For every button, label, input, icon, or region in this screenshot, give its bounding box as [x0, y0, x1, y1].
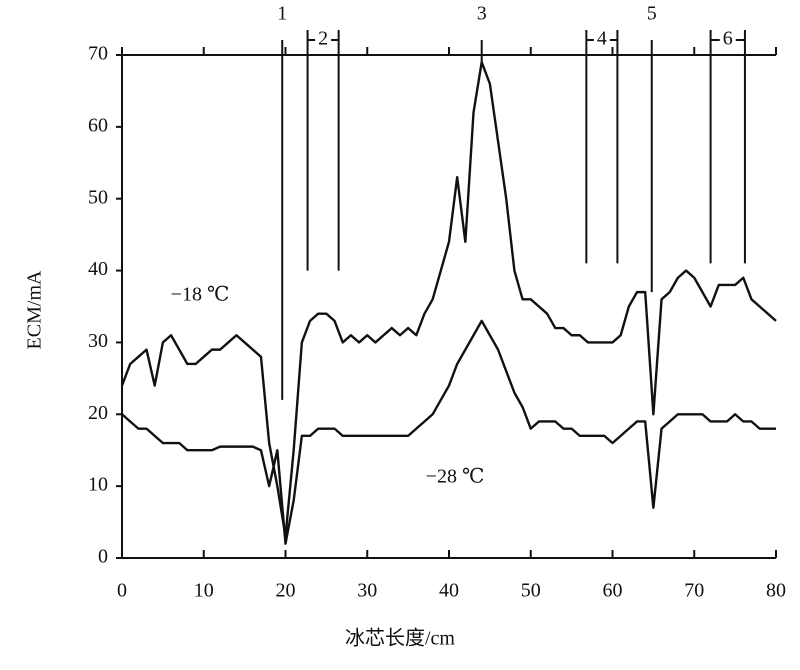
x-tick-label: 0 [117, 580, 127, 602]
y-tick-label: 50 [88, 186, 108, 208]
x-tick-label: 50 [521, 580, 541, 602]
marker-label: 1 [277, 3, 287, 25]
line-series [120, 60, 777, 538]
x-tick-label: 60 [603, 580, 623, 602]
y-tick-label: 40 [88, 258, 108, 280]
marker-label-bg [315, 27, 332, 51]
y-tick-label: 10 [88, 474, 108, 496]
marker-label-bg [719, 27, 736, 51]
series-label: −18 ℃ [171, 284, 230, 306]
y-tick-label: 0 [98, 546, 108, 568]
x-tick-label: 10 [194, 580, 214, 602]
x-tick-label: 80 [766, 580, 786, 602]
y-tick-label: 70 [88, 43, 108, 65]
marker-label: 5 [647, 3, 657, 25]
series-label: −28 ℃ [426, 466, 485, 488]
y-tick-label: 20 [88, 402, 108, 424]
line-series [121, 319, 776, 545]
marker-label: 6 [723, 28, 733, 50]
marker-label: 2 [318, 28, 328, 50]
x-tick-label: 20 [276, 580, 296, 602]
x-tick-label: 40 [439, 580, 459, 602]
marker-label-bg [593, 27, 610, 51]
x-axis-label: 冰芯长度/cm [345, 627, 455, 650]
marker-label: 4 [597, 28, 607, 50]
x-tick-label: 30 [357, 580, 377, 602]
y-tick-label: 30 [88, 330, 108, 352]
y-axis-label: ECM/mA [24, 270, 46, 349]
y-tick-label: 60 [88, 114, 108, 136]
marker-label: 3 [477, 3, 487, 25]
x-tick-label: 70 [684, 580, 704, 602]
